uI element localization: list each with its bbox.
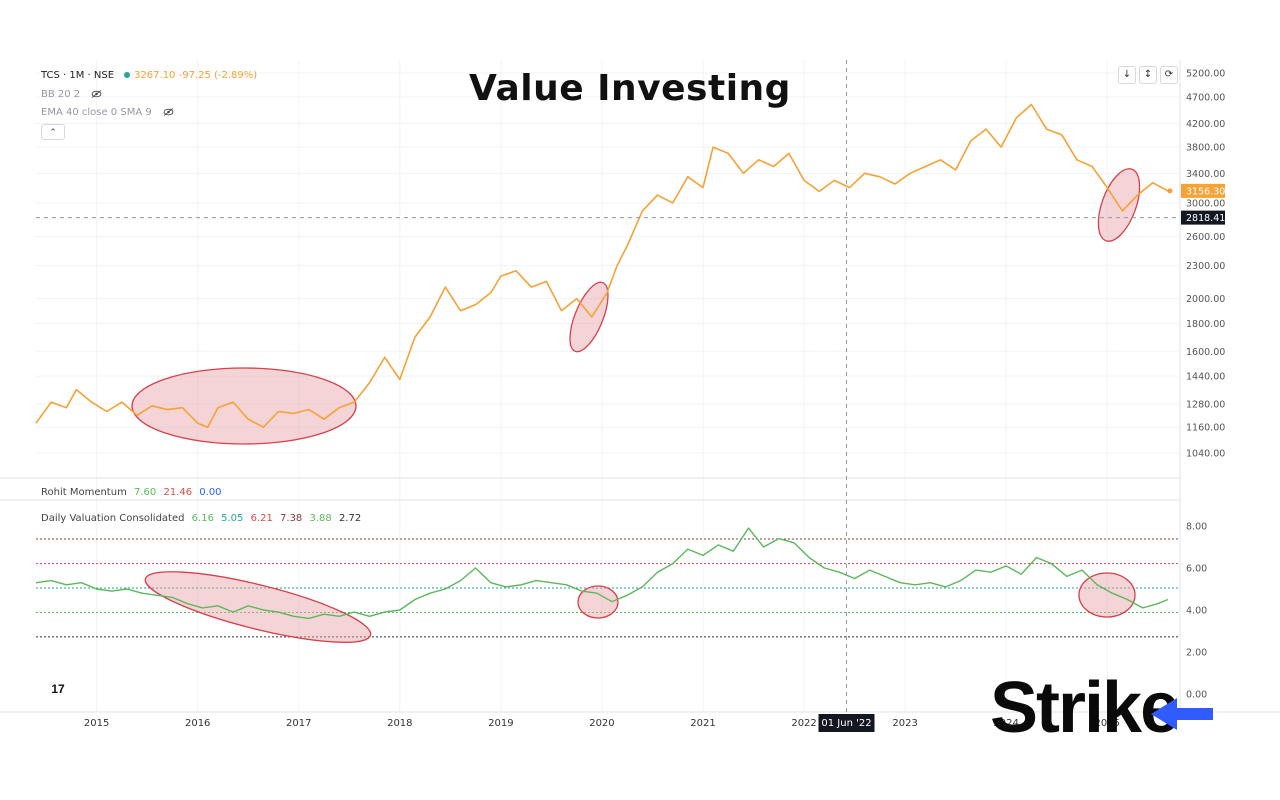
indicator-tick-label: 6.00 (1186, 564, 1207, 575)
price-tick-label: 1800.00 (1186, 319, 1225, 330)
price-legend: TCS · 1M · NSE 3267.10 -97.25 (-2.89%) (41, 70, 261, 81)
valuation-v3: 6.21 (250, 513, 273, 524)
brand-text: Strike (990, 668, 1180, 748)
crosshair-price-label: 2818.41 (1186, 213, 1225, 224)
momentum-v3: 0.00 (199, 487, 222, 498)
valuation-name: Daily Valuation Consolidated (41, 513, 185, 524)
momentum-legend: Rohit Momentum 7.60 21.46 0.00 (41, 487, 226, 498)
momentum-name: Rohit Momentum (41, 487, 127, 498)
highlight-ellipse (577, 585, 619, 619)
expand-icon[interactable]: ↕ (1139, 66, 1157, 84)
highlight-ellipse (131, 367, 357, 445)
indicator-tick-label: 4.00 (1186, 606, 1207, 617)
price-tick-label: 1600.00 (1186, 347, 1225, 358)
bb-label: BB 20 2 (41, 89, 81, 100)
price-tick-label: 1280.00 (1186, 399, 1225, 410)
price-tick-label: 1040.00 (1186, 449, 1225, 460)
time-tick-label: 2024 (993, 718, 1018, 729)
valuation-v2: 5.05 (221, 513, 244, 524)
time-tick-label: 2018 (387, 718, 412, 729)
price-tick-label: 2000.00 (1186, 294, 1225, 305)
valuation-legend: Daily Valuation Consolidated 6.16 5.05 6… (41, 513, 365, 524)
crosshair: 2818.41 01 Jun '22 (36, 60, 1225, 732)
grid-layer (0, 60, 1280, 713)
page-title: Value Investing (469, 68, 791, 109)
indicator-axis: 8.00 6.00 4.00 2.00 0.00 (1186, 522, 1207, 701)
time-tick-label: 2016 (185, 718, 210, 729)
collapse-legend-button[interactable]: ⌃ (41, 124, 65, 140)
crosshair-date-label: 01 Jun '22 (821, 718, 871, 729)
valuation-v4: 7.38 (280, 513, 303, 524)
highlight-ellipse (144, 571, 372, 643)
symbol-label[interactable]: TCS · 1M · NSE (41, 70, 115, 81)
price-tick-label: 1440.00 (1186, 372, 1225, 383)
price-tick-label: 5200.00 (1186, 69, 1225, 80)
time-tick-label: 2017 (286, 718, 311, 729)
valuation-v5: 3.88 (309, 513, 332, 524)
valuation-v1: 6.16 (191, 513, 214, 524)
indicator-tick-label: 8.00 (1186, 522, 1207, 533)
ema-legend[interactable]: EMA 40 close 0 SMA 9 (41, 107, 174, 118)
valuation-v6: 2.72 (338, 513, 362, 524)
last-price-label: 3156.30 (1186, 186, 1225, 197)
crosshair-price-bg (1181, 210, 1225, 225)
price-tick-label: 4700.00 (1186, 92, 1225, 103)
refresh-icon[interactable]: ⟳ (1160, 66, 1178, 84)
hidden-eye-icon[interactable] (163, 108, 174, 116)
price-tick-label: 2300.00 (1186, 261, 1225, 272)
price-tick-label: 1160.00 (1186, 423, 1225, 434)
price-tick-label: 3000.00 (1186, 198, 1225, 209)
valuation-series-line (35, 527, 1169, 620)
crosshair-date-bg (818, 714, 875, 732)
price-series-line (35, 103, 1169, 429)
price-tick-label: 4200.00 (1186, 119, 1225, 130)
brand-arrow-icon (1151, 698, 1213, 730)
time-tick-label: 2023 (892, 718, 917, 729)
time-tick-label: 2021 (690, 718, 715, 729)
brand-logo: Strike (990, 672, 1180, 744)
tradingview-logo-icon[interactable]: 17 (45, 678, 71, 700)
last-price-label-bg (1181, 183, 1225, 198)
time-axis: 2015 2016 2017 2018 2019 2020 2021 2022 2023 2024… (84, 718, 1120, 729)
last-price-dot (1167, 188, 1173, 194)
market-status-icon (124, 71, 131, 78)
bb-legend[interactable]: BB 20 2 (41, 89, 102, 100)
time-tick-label: 2022 (791, 718, 816, 729)
price-tick-label: 3800.00 (1186, 143, 1225, 154)
time-tick-label: 2015 (84, 718, 109, 729)
ohlc-values: 3267.10 -97.25 (-2.89%) (134, 70, 258, 81)
momentum-v1: 7.60 (134, 487, 157, 498)
time-tick-label: 2025 (1095, 718, 1120, 729)
time-tick-label: 2019 (488, 718, 513, 729)
time-tick-label: 2020 (589, 718, 614, 729)
hidden-eye-icon[interactable] (91, 90, 102, 98)
highlight-ellipses (131, 168, 1141, 643)
series-layer: 3156.30 (35, 103, 1225, 620)
price-tick-label: 2600.00 (1186, 232, 1225, 243)
price-tick-label: 3400.00 (1186, 169, 1225, 180)
price-axis: 5200.00 4700.00 4200.00 3800.00 3400.00 3000.… (1186, 69, 1225, 460)
indicator-tick-label: 2.00 (1186, 648, 1207, 659)
highlight-ellipse (569, 281, 609, 353)
ema-label: EMA 40 close 0 SMA 9 (41, 107, 152, 118)
momentum-v2: 21.46 (163, 487, 193, 498)
download-icon[interactable]: ↓ (1118, 66, 1136, 84)
indicator-tick-label: 0.00 (1186, 690, 1207, 701)
highlight-ellipse (1078, 572, 1136, 618)
